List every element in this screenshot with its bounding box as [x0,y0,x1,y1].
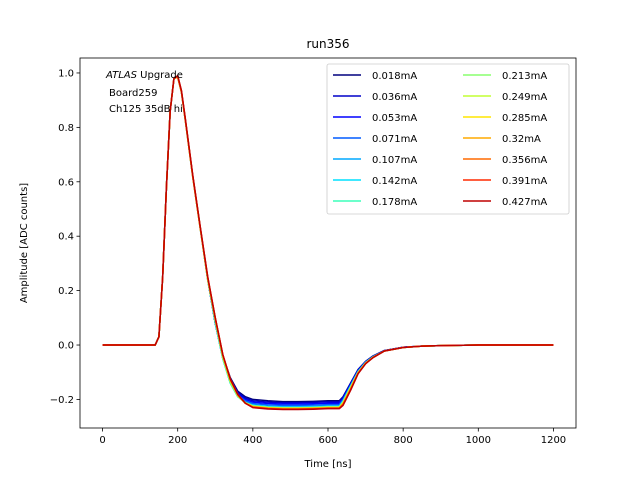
annotation-channel: Ch125 35dB hi [109,104,183,115]
x-tick-label: 800 [394,435,413,446]
atlas-annotation: ATLAS Upgrade Board259 Ch125 35dB hi [105,70,183,115]
legend-label: 0.178mA [372,197,417,208]
annotation-atlas: ATLAS [105,70,138,81]
x-tick-label: 0 [99,435,105,446]
legend-label: 0.249mA [502,92,547,103]
annotation-board: Board259 [109,88,157,99]
legend-label: 0.285mA [502,113,547,124]
series-layer [102,74,554,411]
y-tick-label: 0.8 [58,123,74,134]
legend-label: 0.213mA [502,71,547,82]
legend-frame [326,63,570,215]
legend-entries: 0.018mA 0.036mA 0.053mA 0.071mA 0.107mA 0.142… [333,71,547,208]
x-tick-label: 600 [318,435,337,446]
series-line-0.427mA [102,74,554,411]
annotation-upgrade: Upgrade [137,70,183,81]
legend-label: 0.053mA [372,113,417,124]
legend-label: 0.32mA [502,134,541,145]
legend-label: 0.107mA [372,155,417,166]
y-tick-label: 0.2 [58,286,74,297]
y-tick-label: 1.0 [58,68,74,79]
y-tick-label: 0.4 [58,232,74,243]
legend-label: 0.142mA [372,176,417,187]
legend-label: 0.018mA [372,71,417,82]
x-axis-label: Time [ns] [303,459,351,470]
y-tick-label: 0.0 [58,341,74,352]
x-tick-label: 1000 [466,435,491,446]
legend-label: 0.356mA [502,155,547,166]
legend-label: 0.036mA [372,92,417,103]
y-axis-ticks: −0.2 0.0 0.2 0.4 0.6 0.8 1.0 [50,68,80,406]
legend-label: 0.391mA [502,176,547,187]
chart-title: run356 [306,37,349,51]
x-tick-label: 200 [168,435,187,446]
svg-text:ATLAS Upgrade: ATLAS Upgrade [105,70,183,81]
legend-label: 0.071mA [372,134,417,145]
legend: 0.018mA 0.036mA 0.053mA 0.071mA 0.107mA 0.142… [326,63,570,215]
y-tick-label: −0.2 [50,395,74,406]
x-tick-label: 1200 [541,435,566,446]
y-axis-label: Amplitude [ADC counts] [19,183,30,303]
y-tick-label: 0.6 [58,177,74,188]
x-axis-ticks: 0 200 400 600 800 1000 1200 [99,428,566,446]
plot-frame [79,57,577,429]
legend-label: 0.427mA [502,197,547,208]
x-tick-label: 400 [243,435,262,446]
